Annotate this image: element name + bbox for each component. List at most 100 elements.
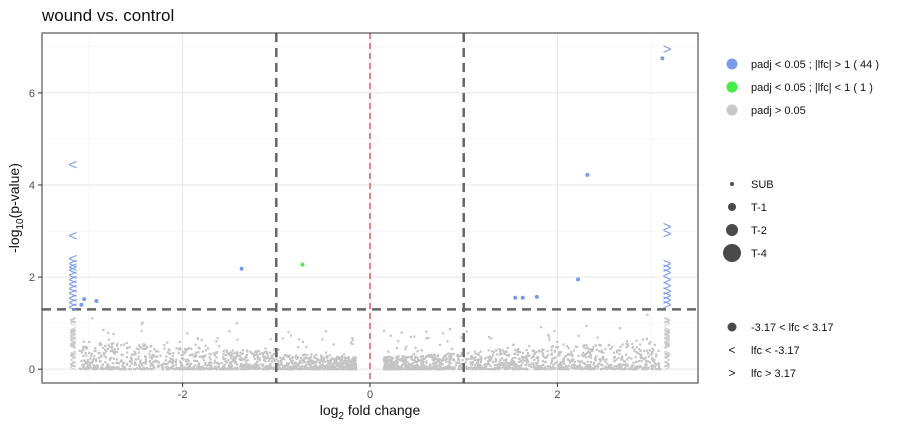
background-point [587,367,590,371]
background-point [324,365,327,368]
background-point [270,360,273,363]
background-point [140,368,143,371]
background-point [190,347,193,351]
background-point [533,358,536,362]
background-point [610,363,613,366]
background-point [560,365,563,368]
background-point [554,356,557,359]
background-point [490,356,493,359]
background-point [116,367,119,371]
background-point [269,365,272,368]
background-point [266,367,269,371]
background-point [104,367,107,371]
background-point [514,356,517,359]
background-point [563,362,566,365]
background-point [306,353,309,357]
background-point [639,355,643,358]
background-right-arrow: > [664,331,670,343]
background-point [340,357,344,360]
significant-left-arrow: < [69,281,78,298]
background-point [209,358,212,361]
background-point [405,345,408,348]
background-point [306,357,309,360]
significant-left-arrow: < [69,290,78,307]
background-point [347,357,350,360]
background-point [635,366,638,369]
background-point [633,349,636,352]
background-point [546,350,549,353]
background-point [332,358,335,361]
background-point [199,366,203,369]
background-point [433,362,436,365]
background-point [411,366,414,369]
background-point [521,358,524,361]
background-point [145,345,148,348]
background-point [241,363,245,366]
background-point [87,364,90,367]
background-point [555,346,558,349]
significant-left-arrow: < [69,262,78,279]
background-point [415,361,418,364]
background-point [302,367,305,370]
background-point [390,357,393,360]
background-point [652,360,655,363]
background-right-arrow: > [664,314,670,326]
background-point [349,368,352,371]
background-point [414,365,417,368]
background-point [324,360,327,363]
background-point [236,338,239,341]
background-right-arrow: > [664,316,670,328]
background-point [277,348,280,351]
background-point [625,358,629,361]
background-point [253,368,256,371]
background-point [605,358,608,361]
background-point [423,366,426,369]
background-point [648,349,651,352]
background-right-arrow: > [664,362,670,374]
background-point [152,354,155,357]
background-point [82,340,85,343]
background-point [279,368,283,371]
background-point [301,340,305,344]
background-point [627,356,631,359]
background-point [563,367,566,371]
background-point [528,345,531,348]
background-point [149,364,152,367]
background-point [584,347,587,350]
background-point [425,330,428,333]
background-point [180,368,183,371]
significant-point [520,295,525,300]
background-point [330,358,333,361]
significant-right-arrow: > [663,264,672,281]
background-point [627,367,630,370]
background-point [257,367,260,371]
background-point [137,348,140,351]
background-point [327,362,330,365]
background-point [267,359,271,362]
background-point [436,358,439,361]
background-point [226,367,229,370]
background-point [308,361,311,364]
background-point [327,367,330,371]
background-left-arrow: < [70,328,76,340]
background-point [625,340,629,343]
background-point [81,364,84,367]
background-point [322,358,326,362]
background-point [235,351,238,354]
background-point [166,351,169,354]
background-right-arrow: > [664,318,670,330]
significant-points: >>>>>>>>>>>><<<<<<<<<<<<<< [69,41,672,316]
background-point [586,346,589,349]
background-right-arrow: > [664,315,670,327]
x-tick-label: -2 [178,389,188,401]
background-point [348,366,351,369]
background-point [128,365,131,368]
background-point [126,351,129,354]
background-point [194,364,197,367]
background-point [126,362,129,365]
background-point [171,362,174,365]
legend-shape-label: lfc > 3.17 [751,368,796,380]
background-point [525,348,528,352]
background-point [547,364,550,368]
background-point [638,347,641,351]
